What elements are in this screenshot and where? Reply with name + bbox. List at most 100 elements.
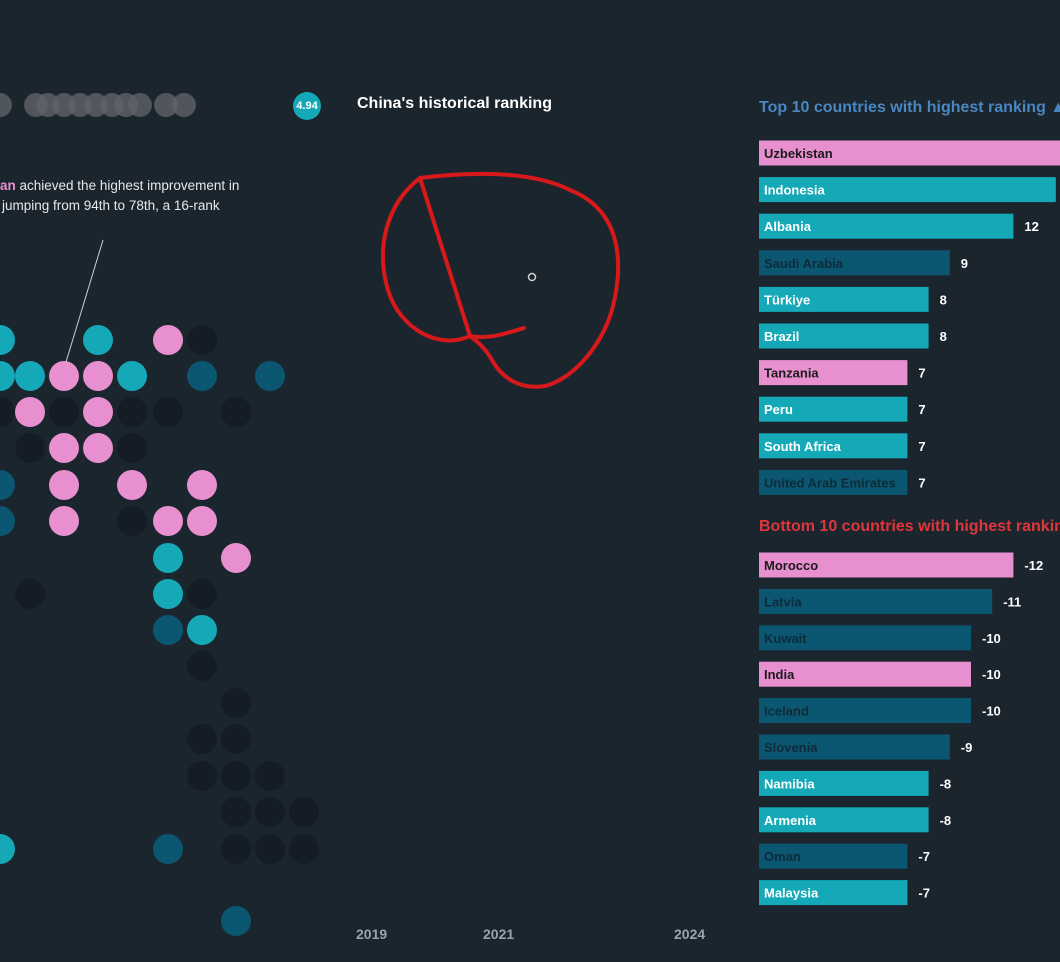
bar-value-label: -10 bbox=[982, 667, 1001, 682]
dot-marker bbox=[153, 579, 183, 609]
bar-value-label: -11 bbox=[1003, 594, 1021, 609]
dot-marker bbox=[187, 506, 217, 536]
dot-marker bbox=[117, 397, 147, 427]
bar-value-label: -7 bbox=[918, 886, 930, 901]
dot-marker bbox=[187, 579, 217, 609]
dot-marker bbox=[49, 470, 79, 500]
dot-marker bbox=[221, 761, 251, 791]
dot-marker bbox=[255, 361, 285, 391]
bar-category-label: United Arab Emirates bbox=[764, 475, 896, 490]
blurred-dot bbox=[128, 93, 152, 117]
bar-category-label: India bbox=[764, 667, 795, 682]
bar[interactable] bbox=[759, 286, 929, 312]
bar[interactable] bbox=[759, 140, 1060, 166]
bar-category-label: Kuwait bbox=[764, 631, 807, 646]
dot-marker bbox=[221, 688, 251, 718]
bar-value-label: -8 bbox=[940, 776, 952, 791]
dot-marker bbox=[117, 361, 147, 391]
dot-marker bbox=[255, 834, 285, 864]
dot-marker bbox=[187, 761, 217, 791]
bar-category-label: South Africa bbox=[764, 439, 842, 454]
bar-value-label: 12 bbox=[1024, 219, 1038, 234]
bar[interactable] bbox=[759, 396, 908, 422]
china-point[interactable] bbox=[527, 272, 537, 282]
dot-marker bbox=[49, 397, 79, 427]
annotation-highlight: an bbox=[0, 178, 16, 193]
dot-marker bbox=[0, 325, 15, 355]
bar[interactable] bbox=[759, 433, 908, 459]
bottom10-title: Bottom 10 countries with highest ranking bbox=[759, 518, 1060, 535]
bar-category-label: Oman bbox=[764, 849, 801, 864]
dot-marker bbox=[117, 470, 147, 500]
bar[interactable] bbox=[759, 552, 1014, 578]
china-ranking-title: China's historical ranking bbox=[357, 95, 552, 112]
year-2019: 2019 bbox=[356, 926, 388, 942]
blurred-dot bbox=[154, 93, 178, 117]
dot-marker bbox=[221, 397, 251, 427]
bar-value-label: 7 bbox=[918, 475, 925, 490]
annotation-text: an achieved the highest improvement in j… bbox=[0, 176, 250, 216]
dot-marker bbox=[83, 433, 113, 463]
bar[interactable] bbox=[759, 843, 908, 869]
dot-marker bbox=[83, 361, 113, 391]
dot-marker bbox=[15, 361, 45, 391]
bar-value-label: -8 bbox=[940, 813, 952, 828]
bar[interactable] bbox=[759, 625, 971, 651]
bar[interactable] bbox=[759, 469, 908, 495]
dot-marker bbox=[153, 834, 183, 864]
dot-marker bbox=[221, 724, 251, 754]
bar[interactable] bbox=[759, 177, 1056, 203]
bar-category-label: Indonesia bbox=[764, 183, 825, 198]
bar-category-label: Albania bbox=[764, 219, 812, 234]
dot-marker bbox=[117, 433, 147, 463]
bar[interactable] bbox=[759, 880, 908, 906]
dot-marker bbox=[153, 543, 183, 573]
dot-marker bbox=[153, 325, 183, 355]
dot-marker bbox=[15, 433, 45, 463]
bar[interactable] bbox=[759, 588, 993, 614]
dot-marker bbox=[187, 325, 217, 355]
bar-category-label: Brazil bbox=[764, 329, 799, 344]
bottom10-bar-chart: Morocco -12 Latvia -11 Kuwait -10 India -10 Icel… bbox=[759, 552, 1043, 906]
bar[interactable] bbox=[759, 360, 908, 386]
bar[interactable] bbox=[759, 698, 971, 724]
bar[interactable] bbox=[759, 323, 929, 349]
dot-marker bbox=[187, 651, 217, 681]
dot-marker bbox=[49, 361, 79, 391]
bar[interactable] bbox=[759, 770, 929, 796]
bar-category-label: Namibia bbox=[764, 776, 815, 791]
bar-category-label: Saudi Arabia bbox=[764, 256, 844, 271]
bar[interactable] bbox=[759, 807, 929, 833]
dot-marker bbox=[289, 797, 319, 827]
bar[interactable] bbox=[759, 661, 971, 687]
dot-marker bbox=[0, 397, 15, 427]
dot-marker bbox=[117, 506, 147, 536]
score-badge: 4.94 bbox=[293, 92, 321, 120]
dot-marker bbox=[0, 834, 15, 864]
bar-value-label: 9 bbox=[961, 256, 968, 271]
dot-marker bbox=[49, 506, 79, 536]
bar-value-label: -10 bbox=[982, 631, 1001, 646]
bar-value-label: -10 bbox=[982, 704, 1001, 719]
dot-marker bbox=[187, 615, 217, 645]
bar[interactable] bbox=[759, 213, 1014, 239]
bar-value-label: -12 bbox=[1024, 558, 1043, 573]
top10-title: Top 10 countries with highest ranking ▲ bbox=[759, 99, 1060, 116]
dot-marker bbox=[221, 834, 251, 864]
bar[interactable] bbox=[759, 250, 950, 276]
dot-marker bbox=[221, 797, 251, 827]
annotation-line2: jumping from 94th to 78th, a 16-rank bbox=[2, 198, 220, 213]
bar-value-label: 8 bbox=[940, 292, 947, 307]
dot-marker bbox=[15, 397, 45, 427]
dot-marker bbox=[0, 361, 15, 391]
bar-category-label: Iceland bbox=[764, 704, 809, 719]
dot-marker bbox=[153, 506, 183, 536]
bar-category-label: Slovenia bbox=[764, 740, 818, 755]
dot-marker bbox=[255, 761, 285, 791]
bar-category-label: Uzbekistan bbox=[764, 146, 833, 161]
blurred-dot bbox=[172, 93, 196, 117]
bar-category-label: Morocco bbox=[764, 558, 818, 573]
bar[interactable] bbox=[759, 734, 950, 760]
annotation-leader-line bbox=[65, 239, 104, 363]
